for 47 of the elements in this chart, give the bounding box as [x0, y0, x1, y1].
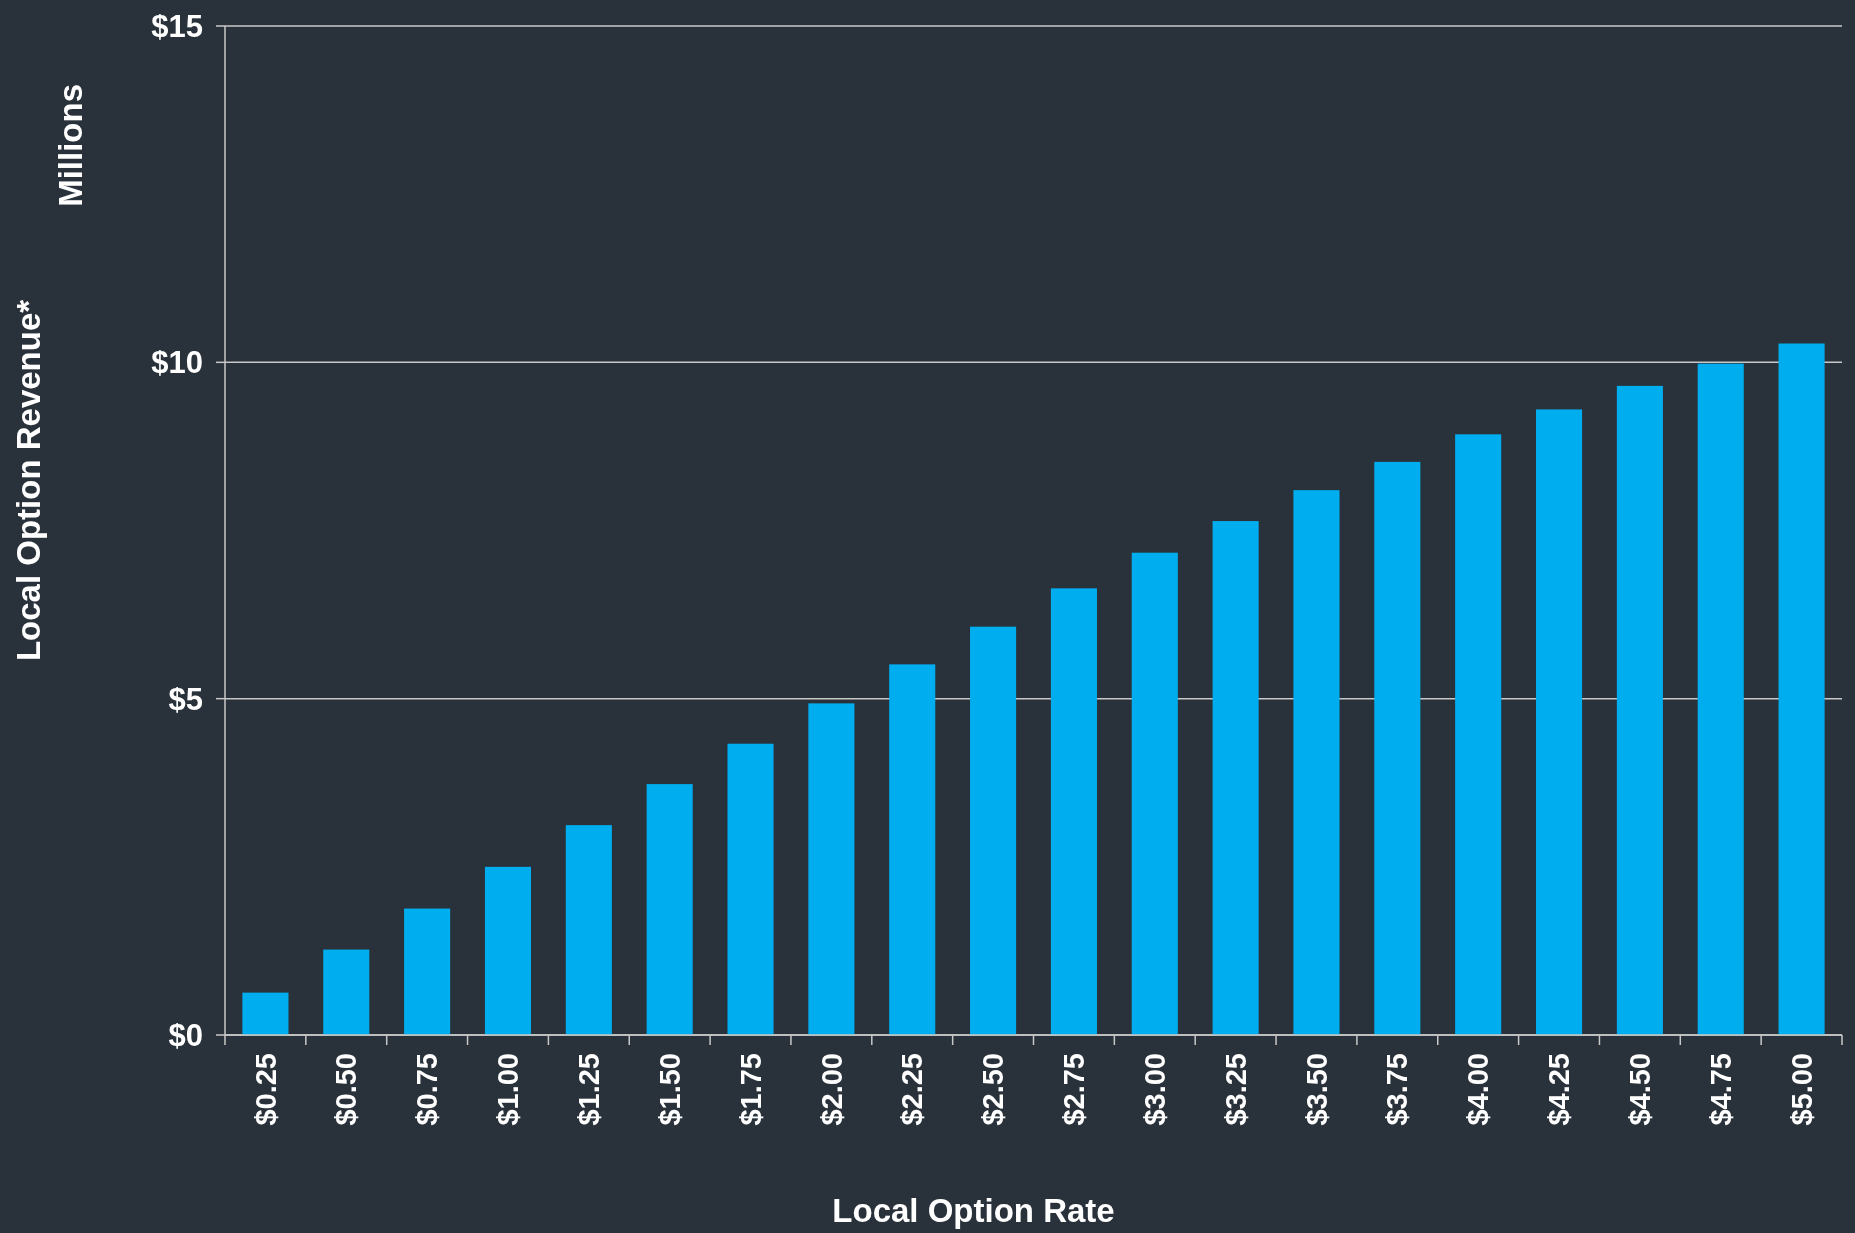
x-tick-label: $4.75 — [1704, 1053, 1737, 1126]
y-tick-label: $5 — [168, 681, 203, 717]
x-tick-label: $0.25 — [249, 1053, 282, 1126]
x-tick-label: $5.00 — [1785, 1053, 1818, 1126]
bar — [404, 908, 451, 1035]
x-tick-label: $2.00 — [815, 1053, 848, 1126]
bar — [1535, 409, 1583, 1035]
x-tick-label: $4.00 — [1462, 1053, 1495, 1126]
x-tick-label: $2.50 — [977, 1053, 1010, 1126]
bar — [1778, 343, 1825, 1035]
bar — [1131, 552, 1178, 1035]
bar — [1455, 434, 1502, 1035]
bar — [242, 992, 289, 1035]
x-tick-label: $3.50 — [1300, 1053, 1333, 1126]
bar — [323, 949, 370, 1035]
bar — [484, 866, 532, 1035]
x-tick-label: $1.50 — [653, 1053, 686, 1126]
bar — [565, 825, 612, 1035]
bar — [1616, 385, 1663, 1035]
x-tick-label: $2.75 — [1058, 1053, 1091, 1126]
x-tick-label: $3.75 — [1381, 1053, 1414, 1126]
text: Millions — [52, 84, 89, 207]
bar — [1374, 461, 1421, 1035]
bar — [970, 626, 1017, 1035]
bar — [808, 703, 855, 1035]
x-tick-label: $1.75 — [734, 1053, 767, 1126]
x-tick-label: $1.00 — [492, 1053, 525, 1126]
x-tick-label: $4.25 — [1543, 1053, 1576, 1126]
bar — [646, 784, 693, 1035]
x-tick-label: $3.25 — [1219, 1053, 1252, 1126]
bar — [1050, 588, 1097, 1035]
x-tick-label: $0.50 — [330, 1053, 363, 1126]
y-tick-label: $15 — [151, 8, 203, 44]
bar — [1212, 521, 1259, 1035]
x-tick-label: $1.25 — [572, 1053, 605, 1126]
bar — [1293, 490, 1340, 1035]
bar — [1697, 363, 1744, 1035]
bar — [889, 664, 936, 1035]
bar — [727, 743, 774, 1035]
x-axis-title: Local Option Rate — [832, 1192, 1115, 1229]
y-tick-label: $10 — [151, 345, 203, 381]
x-tick-label: $0.75 — [411, 1053, 444, 1126]
x-tick-label: $4.50 — [1624, 1053, 1657, 1126]
y-axis-title: Local Option Revenue* — [10, 299, 47, 662]
x-tick-label: $3.00 — [1138, 1053, 1171, 1126]
x-tick-label: $2.25 — [896, 1053, 929, 1126]
y-tick-label: $0 — [168, 1017, 203, 1053]
